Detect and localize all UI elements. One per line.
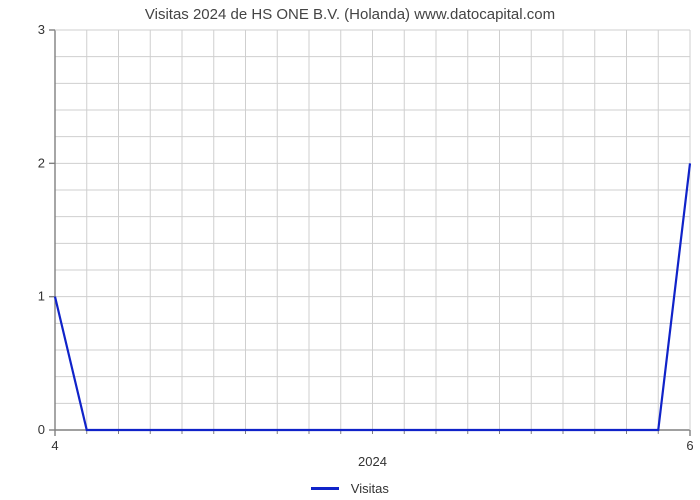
svg-text:1: 1 (38, 289, 45, 304)
chart-title: Visitas 2024 de HS ONE B.V. (Holanda) ww… (0, 6, 700, 23)
svg-text:2: 2 (38, 155, 45, 170)
svg-text:2024: 2024 (358, 454, 387, 469)
svg-text:6: 6 (686, 438, 693, 453)
svg-text:0: 0 (38, 422, 45, 437)
legend-label: Visitas (351, 481, 389, 496)
svg-text:4: 4 (51, 438, 58, 453)
legend: Visitas (0, 480, 700, 496)
legend-swatch (311, 487, 339, 490)
visits-chart: Visitas 2024 de HS ONE B.V. (Holanda) ww… (0, 0, 700, 500)
chart-svg: 0 1 2 3 4 6 2024 (0, 0, 700, 500)
svg-text:3: 3 (38, 22, 45, 37)
